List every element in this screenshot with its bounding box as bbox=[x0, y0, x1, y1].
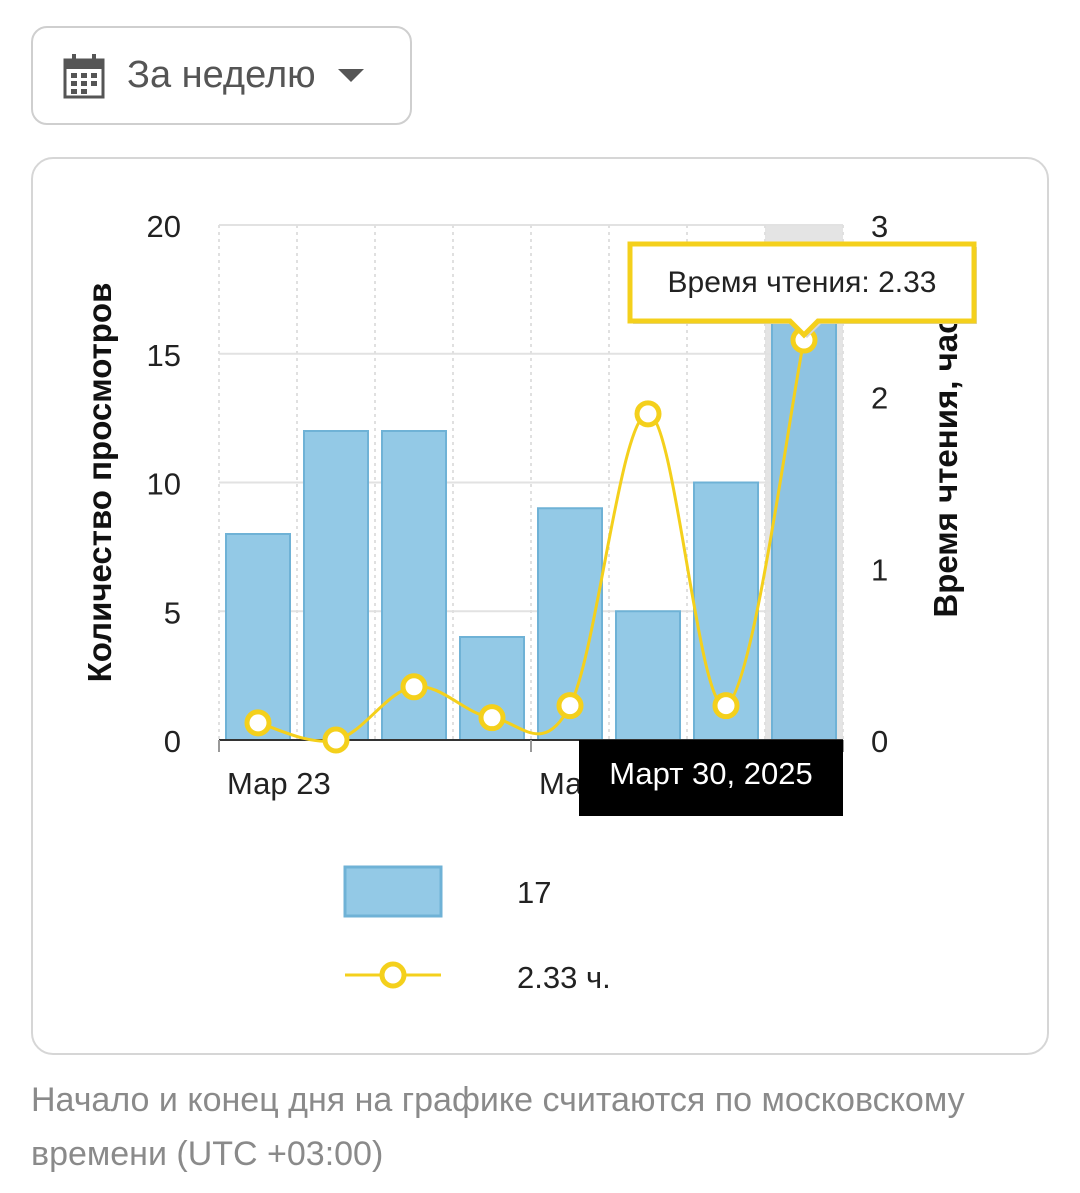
chevron-down-icon bbox=[337, 68, 364, 82]
y-right-tick-label: 3 bbox=[871, 209, 888, 244]
line-point bbox=[634, 400, 662, 428]
bar bbox=[225, 533, 291, 741]
line-point bbox=[478, 704, 506, 732]
tooltip-box bbox=[627, 241, 977, 339]
y-right-axis-title: Время чтения, часы bbox=[927, 287, 964, 617]
line-point bbox=[712, 692, 740, 720]
y-right-tick-label: 0 bbox=[871, 724, 888, 759]
y-left-tick-label: 0 bbox=[164, 724, 181, 759]
crosshair-label: Март 30, 2025 bbox=[609, 756, 812, 791]
y-left-tick-label: 20 bbox=[147, 209, 181, 244]
legend-line-marker bbox=[379, 961, 407, 989]
bar bbox=[303, 430, 369, 741]
y-left-tick-label: 10 bbox=[147, 467, 181, 502]
tooltip-text: Время чтения: 2.33 bbox=[668, 266, 937, 299]
crosshair-label-box bbox=[579, 740, 843, 816]
legend-bar-label: 17 bbox=[517, 875, 551, 910]
views-reading-chart: 0 5 10 15 20 0 1 2 3 Количество просмотров Время ч… bbox=[81, 209, 977, 995]
bar bbox=[771, 301, 837, 741]
line-point bbox=[556, 692, 584, 720]
period-label: За неделю bbox=[127, 54, 316, 96]
timezone-note: Начало и конец дня на графике считаются … bbox=[31, 1081, 965, 1173]
line-point bbox=[322, 726, 350, 754]
y-right-tick-label: 1 bbox=[871, 552, 888, 587]
chart-card: 0 5 10 15 20 0 1 2 3 Количество просмотров Время ч… bbox=[31, 157, 1049, 1055]
y-left-tick-label: 5 bbox=[164, 595, 181, 630]
legend-line-label: 2.33 ч. bbox=[517, 960, 611, 995]
line-point bbox=[400, 673, 428, 701]
bar bbox=[615, 610, 681, 741]
legend-bar-swatch bbox=[343, 865, 443, 918]
y-left-tick-label: 15 bbox=[147, 338, 181, 373]
y-right-tick-label: 2 bbox=[871, 381, 888, 416]
y-left-axis-title: Количество просмотров bbox=[81, 283, 118, 683]
x-tick-label: Мар 23 bbox=[227, 766, 331, 801]
calendar-icon bbox=[63, 53, 105, 98]
line-point bbox=[244, 709, 272, 737]
period-dropdown[interactable]: За неделю bbox=[31, 26, 412, 125]
